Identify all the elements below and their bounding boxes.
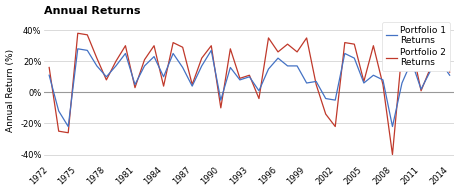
Portfolio 1
Returns	[123, 52, 128, 55]
Portfolio 1
Returns	[84, 49, 90, 51]
Portfolio 2
Returns	[284, 43, 290, 45]
Portfolio 2
Returns	[65, 132, 71, 134]
Portfolio 2
Returns	[303, 37, 309, 39]
Portfolio 1
Returns	[161, 76, 166, 78]
Portfolio 1
Returns	[141, 65, 147, 67]
Portfolio 2
Returns	[46, 66, 52, 69]
Portfolio 1
Returns	[427, 70, 432, 72]
Portfolio 2
Returns	[408, 45, 414, 47]
Portfolio 2
Returns	[94, 57, 100, 59]
Portfolio 1
Returns	[113, 65, 118, 67]
Portfolio 1
Returns	[256, 90, 261, 92]
Portfolio 2
Returns	[208, 45, 213, 47]
Portfolio 1
Returns	[417, 88, 423, 90]
Portfolio 1
Returns	[313, 80, 318, 83]
Line: Portfolio 1
Returns: Portfolio 1 Returns	[49, 49, 449, 127]
Portfolio 2
Returns	[313, 83, 318, 86]
Portfolio 2
Returns	[236, 77, 242, 79]
Portfolio 1
Returns	[408, 60, 414, 62]
Portfolio 2
Returns	[151, 45, 157, 47]
Portfolio 2
Returns	[132, 87, 137, 89]
Portfolio 2
Returns	[227, 48, 233, 50]
Portfolio 1
Returns	[103, 76, 109, 78]
Portfolio 1
Returns	[360, 82, 366, 84]
Portfolio 1
Returns	[274, 57, 280, 59]
Portfolio 1
Returns	[179, 66, 185, 69]
Portfolio 1
Returns	[227, 66, 233, 69]
Portfolio 1
Returns	[398, 82, 404, 84]
Line: Portfolio 2
Returns: Portfolio 2 Returns	[49, 33, 449, 155]
Portfolio 2
Returns	[351, 43, 356, 45]
Portfolio 2
Returns	[179, 46, 185, 48]
Portfolio 2
Returns	[437, 38, 442, 41]
Portfolio 2
Returns	[294, 51, 299, 53]
Portfolio 1
Returns	[303, 82, 309, 84]
Portfolio 1
Returns	[437, 60, 442, 62]
Portfolio 2
Returns	[199, 57, 204, 59]
Portfolio 2
Returns	[398, 49, 404, 51]
Portfolio 2
Returns	[189, 83, 195, 86]
Portfolio 1
Returns	[75, 48, 80, 50]
Portfolio 1
Returns	[218, 99, 223, 101]
Portfolio 2
Returns	[256, 97, 261, 100]
Text: Annual Returns: Annual Returns	[44, 6, 140, 16]
Portfolio 1
Returns	[389, 125, 394, 128]
Portfolio 2
Returns	[360, 80, 366, 83]
Portfolio 2
Returns	[56, 130, 62, 132]
Portfolio 2
Returns	[379, 83, 385, 86]
Portfolio 2
Returns	[218, 107, 223, 109]
Portfolio 1
Returns	[294, 65, 299, 67]
Portfolio 1
Returns	[236, 79, 242, 81]
Portfolio 1
Returns	[284, 65, 290, 67]
Portfolio 1
Returns	[94, 65, 100, 67]
Portfolio 2
Returns	[389, 153, 394, 156]
Portfolio 2
Returns	[446, 71, 452, 73]
Portfolio 1
Returns	[246, 76, 252, 78]
Portfolio 2
Returns	[246, 74, 252, 76]
Y-axis label: Annual Return (%): Annual Return (%)	[6, 48, 15, 132]
Portfolio 1
Returns	[65, 125, 71, 128]
Portfolio 2
Returns	[161, 85, 166, 87]
Portfolio 1
Returns	[322, 97, 328, 100]
Portfolio 1
Returns	[208, 49, 213, 51]
Portfolio 2
Returns	[341, 41, 347, 44]
Portfolio 1
Returns	[265, 68, 271, 70]
Portfolio 1
Returns	[446, 74, 452, 76]
Portfolio 2
Returns	[141, 59, 147, 61]
Portfolio 2
Returns	[103, 79, 109, 81]
Portfolio 2
Returns	[417, 90, 423, 92]
Portfolio 2
Returns	[274, 51, 280, 53]
Portfolio 2
Returns	[427, 66, 432, 69]
Portfolio 1
Returns	[351, 57, 356, 59]
Portfolio 1
Returns	[341, 52, 347, 55]
Portfolio 2
Returns	[370, 45, 375, 47]
Portfolio 1
Returns	[132, 83, 137, 86]
Portfolio 1
Returns	[332, 99, 337, 101]
Portfolio 2
Returns	[123, 45, 128, 47]
Portfolio 1
Returns	[46, 74, 52, 76]
Portfolio 2
Returns	[84, 34, 90, 36]
Portfolio 1
Returns	[170, 52, 175, 55]
Portfolio 2
Returns	[75, 32, 80, 34]
Portfolio 1
Returns	[189, 85, 195, 87]
Portfolio 2
Returns	[332, 125, 337, 128]
Portfolio 2
Returns	[322, 113, 328, 115]
Legend: Portfolio 1
Returns, Portfolio 2
Returns: Portfolio 1 Returns, Portfolio 2 Returns	[381, 22, 449, 71]
Portfolio 2
Returns	[170, 41, 175, 44]
Portfolio 2
Returns	[265, 37, 271, 39]
Portfolio 1
Returns	[370, 74, 375, 76]
Portfolio 2
Returns	[113, 60, 118, 62]
Portfolio 1
Returns	[199, 65, 204, 67]
Portfolio 1
Returns	[379, 79, 385, 81]
Portfolio 1
Returns	[56, 110, 62, 112]
Portfolio 1
Returns	[151, 55, 157, 58]
